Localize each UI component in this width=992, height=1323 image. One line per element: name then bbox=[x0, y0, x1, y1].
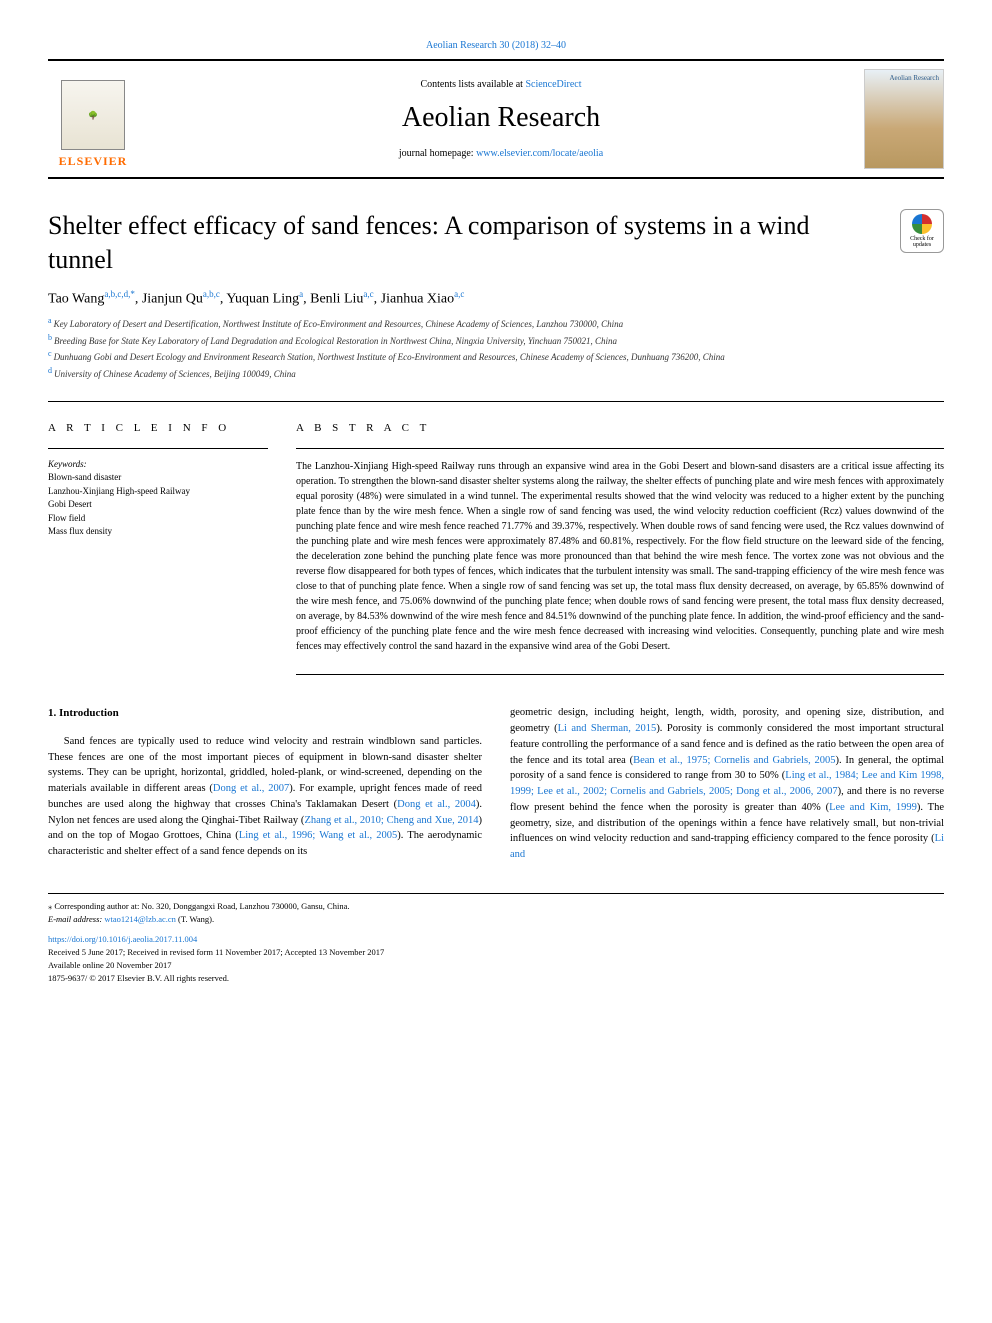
keyword-item: Blown-sand disaster bbox=[48, 471, 268, 485]
body-column-left: 1. Introduction Sand fences are typicall… bbox=[48, 705, 482, 863]
check-updates-label: Check for updates bbox=[901, 236, 943, 248]
affiliations: aKey Laboratory of Desert and Desertific… bbox=[48, 315, 944, 381]
abstract-bottom-rule bbox=[296, 674, 944, 675]
article-title: Shelter effect efficacy of sand fences: … bbox=[48, 209, 880, 277]
header-center: Contents lists available at ScienceDirec… bbox=[138, 79, 864, 159]
available-online-date: Available online 20 November 2017 bbox=[48, 959, 944, 972]
intro-paragraph-2: geometric design, including height, leng… bbox=[510, 705, 944, 863]
email-suffix: (T. Wang). bbox=[176, 914, 214, 924]
journal-citation[interactable]: Aeolian Research 30 (2018) 32–40 bbox=[48, 40, 944, 51]
info-abstract-row: A R T I C L E I N F O Keywords: Blown-sa… bbox=[48, 401, 944, 675]
intro-paragraph-1: Sand fences are typically used to reduce… bbox=[48, 734, 482, 860]
journal-homepage-line: journal homepage: www.elsevier.com/locat… bbox=[138, 148, 864, 159]
abstract-column: A B S T R A C T The Lanzhou-Xinjiang Hig… bbox=[296, 422, 944, 675]
keyword-item: Mass flux density bbox=[48, 525, 268, 539]
keywords-label: Keywords: bbox=[48, 459, 268, 469]
received-dates: Received 5 June 2017; Received in revise… bbox=[48, 946, 944, 959]
journal-homepage-link[interactable]: www.elsevier.com/locate/aeolia bbox=[476, 148, 603, 159]
title-row: Shelter effect efficacy of sand fences: … bbox=[48, 209, 944, 277]
article-info-column: A R T I C L E I N F O Keywords: Blown-sa… bbox=[48, 422, 268, 675]
journal-cover-thumbnail[interactable]: Aeolian Research bbox=[864, 69, 944, 169]
introduction-heading: 1. Introduction bbox=[48, 705, 482, 722]
footnotes: ⁎ Corresponding author at: No. 320, Dong… bbox=[48, 893, 944, 985]
publisher-logo[interactable]: 🌳 ELSEVIER bbox=[48, 69, 138, 169]
elsevier-tree-icon: 🌳 bbox=[61, 80, 125, 150]
body-column-right: geometric design, including height, leng… bbox=[510, 705, 944, 863]
sciencedirect-link[interactable]: ScienceDirect bbox=[525, 79, 581, 90]
keywords-list: Blown-sand disasterLanzhou-Xinjiang High… bbox=[48, 471, 268, 539]
corresponding-author-note: ⁎ Corresponding author at: No. 320, Dong… bbox=[48, 900, 944, 913]
abstract-text: The Lanzhou-Xinjiang High-speed Railway … bbox=[296, 459, 944, 654]
article-info-heading: A R T I C L E I N F O bbox=[48, 422, 268, 434]
body-two-columns: 1. Introduction Sand fences are typicall… bbox=[48, 705, 944, 863]
homepage-prefix: journal homepage: bbox=[399, 148, 476, 159]
author-list: Tao Wanga,b,c,d,*, Jianjun Qua,b,c, Yuqu… bbox=[48, 289, 944, 308]
check-for-updates-button[interactable]: Check for updates bbox=[900, 209, 944, 253]
contents-prefix: Contents lists available at bbox=[420, 79, 525, 90]
journal-name: Aeolian Research bbox=[138, 102, 864, 134]
cover-title-text: Aeolian Research bbox=[869, 74, 939, 82]
journal-header: 🌳 ELSEVIER Contents lists available at S… bbox=[48, 59, 944, 179]
email-label: E-mail address: bbox=[48, 914, 104, 924]
doi-link[interactable]: https://doi.org/10.1016/j.aeolia.2017.11… bbox=[48, 933, 944, 946]
abstract-heading: A B S T R A C T bbox=[296, 422, 944, 434]
contents-lists-line: Contents lists available at ScienceDirec… bbox=[138, 79, 864, 90]
keyword-item: Flow field bbox=[48, 512, 268, 526]
email-line: E-mail address: wtao1214@lzb.ac.cn (T. W… bbox=[48, 913, 944, 926]
copyright-line: 1875-9637/ © 2017 Elsevier B.V. All righ… bbox=[48, 972, 944, 985]
keyword-item: Gobi Desert bbox=[48, 498, 268, 512]
keyword-item: Lanzhou-Xinjiang High-speed Railway bbox=[48, 485, 268, 499]
crossmark-icon bbox=[912, 214, 932, 234]
publisher-name: ELSEVIER bbox=[59, 154, 128, 169]
corresponding-email-link[interactable]: wtao1214@lzb.ac.cn bbox=[104, 914, 176, 924]
